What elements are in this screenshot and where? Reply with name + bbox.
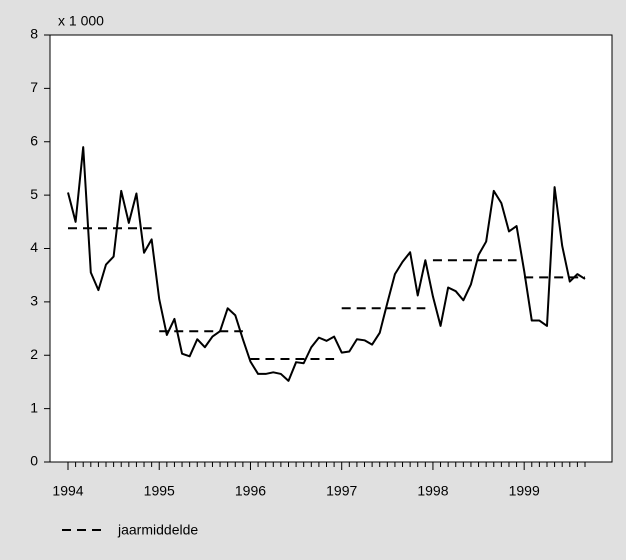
y-tick-label: 5 [30, 186, 38, 202]
x-tick-label: 1999 [509, 483, 540, 499]
plot-area [49, 34, 613, 463]
y-tick-label: 3 [30, 293, 38, 309]
data-line [67, 146, 586, 382]
y-tick-label: 0 [30, 453, 38, 469]
y-tick-label: 4 [30, 239, 38, 255]
x-tick-label: 1996 [235, 483, 266, 499]
y-axis-label: x 1 000 [58, 13, 104, 29]
x-tick-label: 1998 [417, 483, 448, 499]
y-tick-label: 6 [30, 132, 38, 148]
x-tick-label: 1995 [144, 483, 175, 499]
y-tick-label: 8 [30, 26, 38, 42]
y-tick-label: 2 [30, 346, 38, 362]
y-tick-label: 1 [30, 399, 38, 415]
y-tick-label: 7 [30, 79, 38, 95]
legend-label: jaarmiddelde [117, 522, 198, 538]
x-tick-label: 1997 [326, 483, 357, 499]
x-tick-label: 1994 [52, 483, 83, 499]
